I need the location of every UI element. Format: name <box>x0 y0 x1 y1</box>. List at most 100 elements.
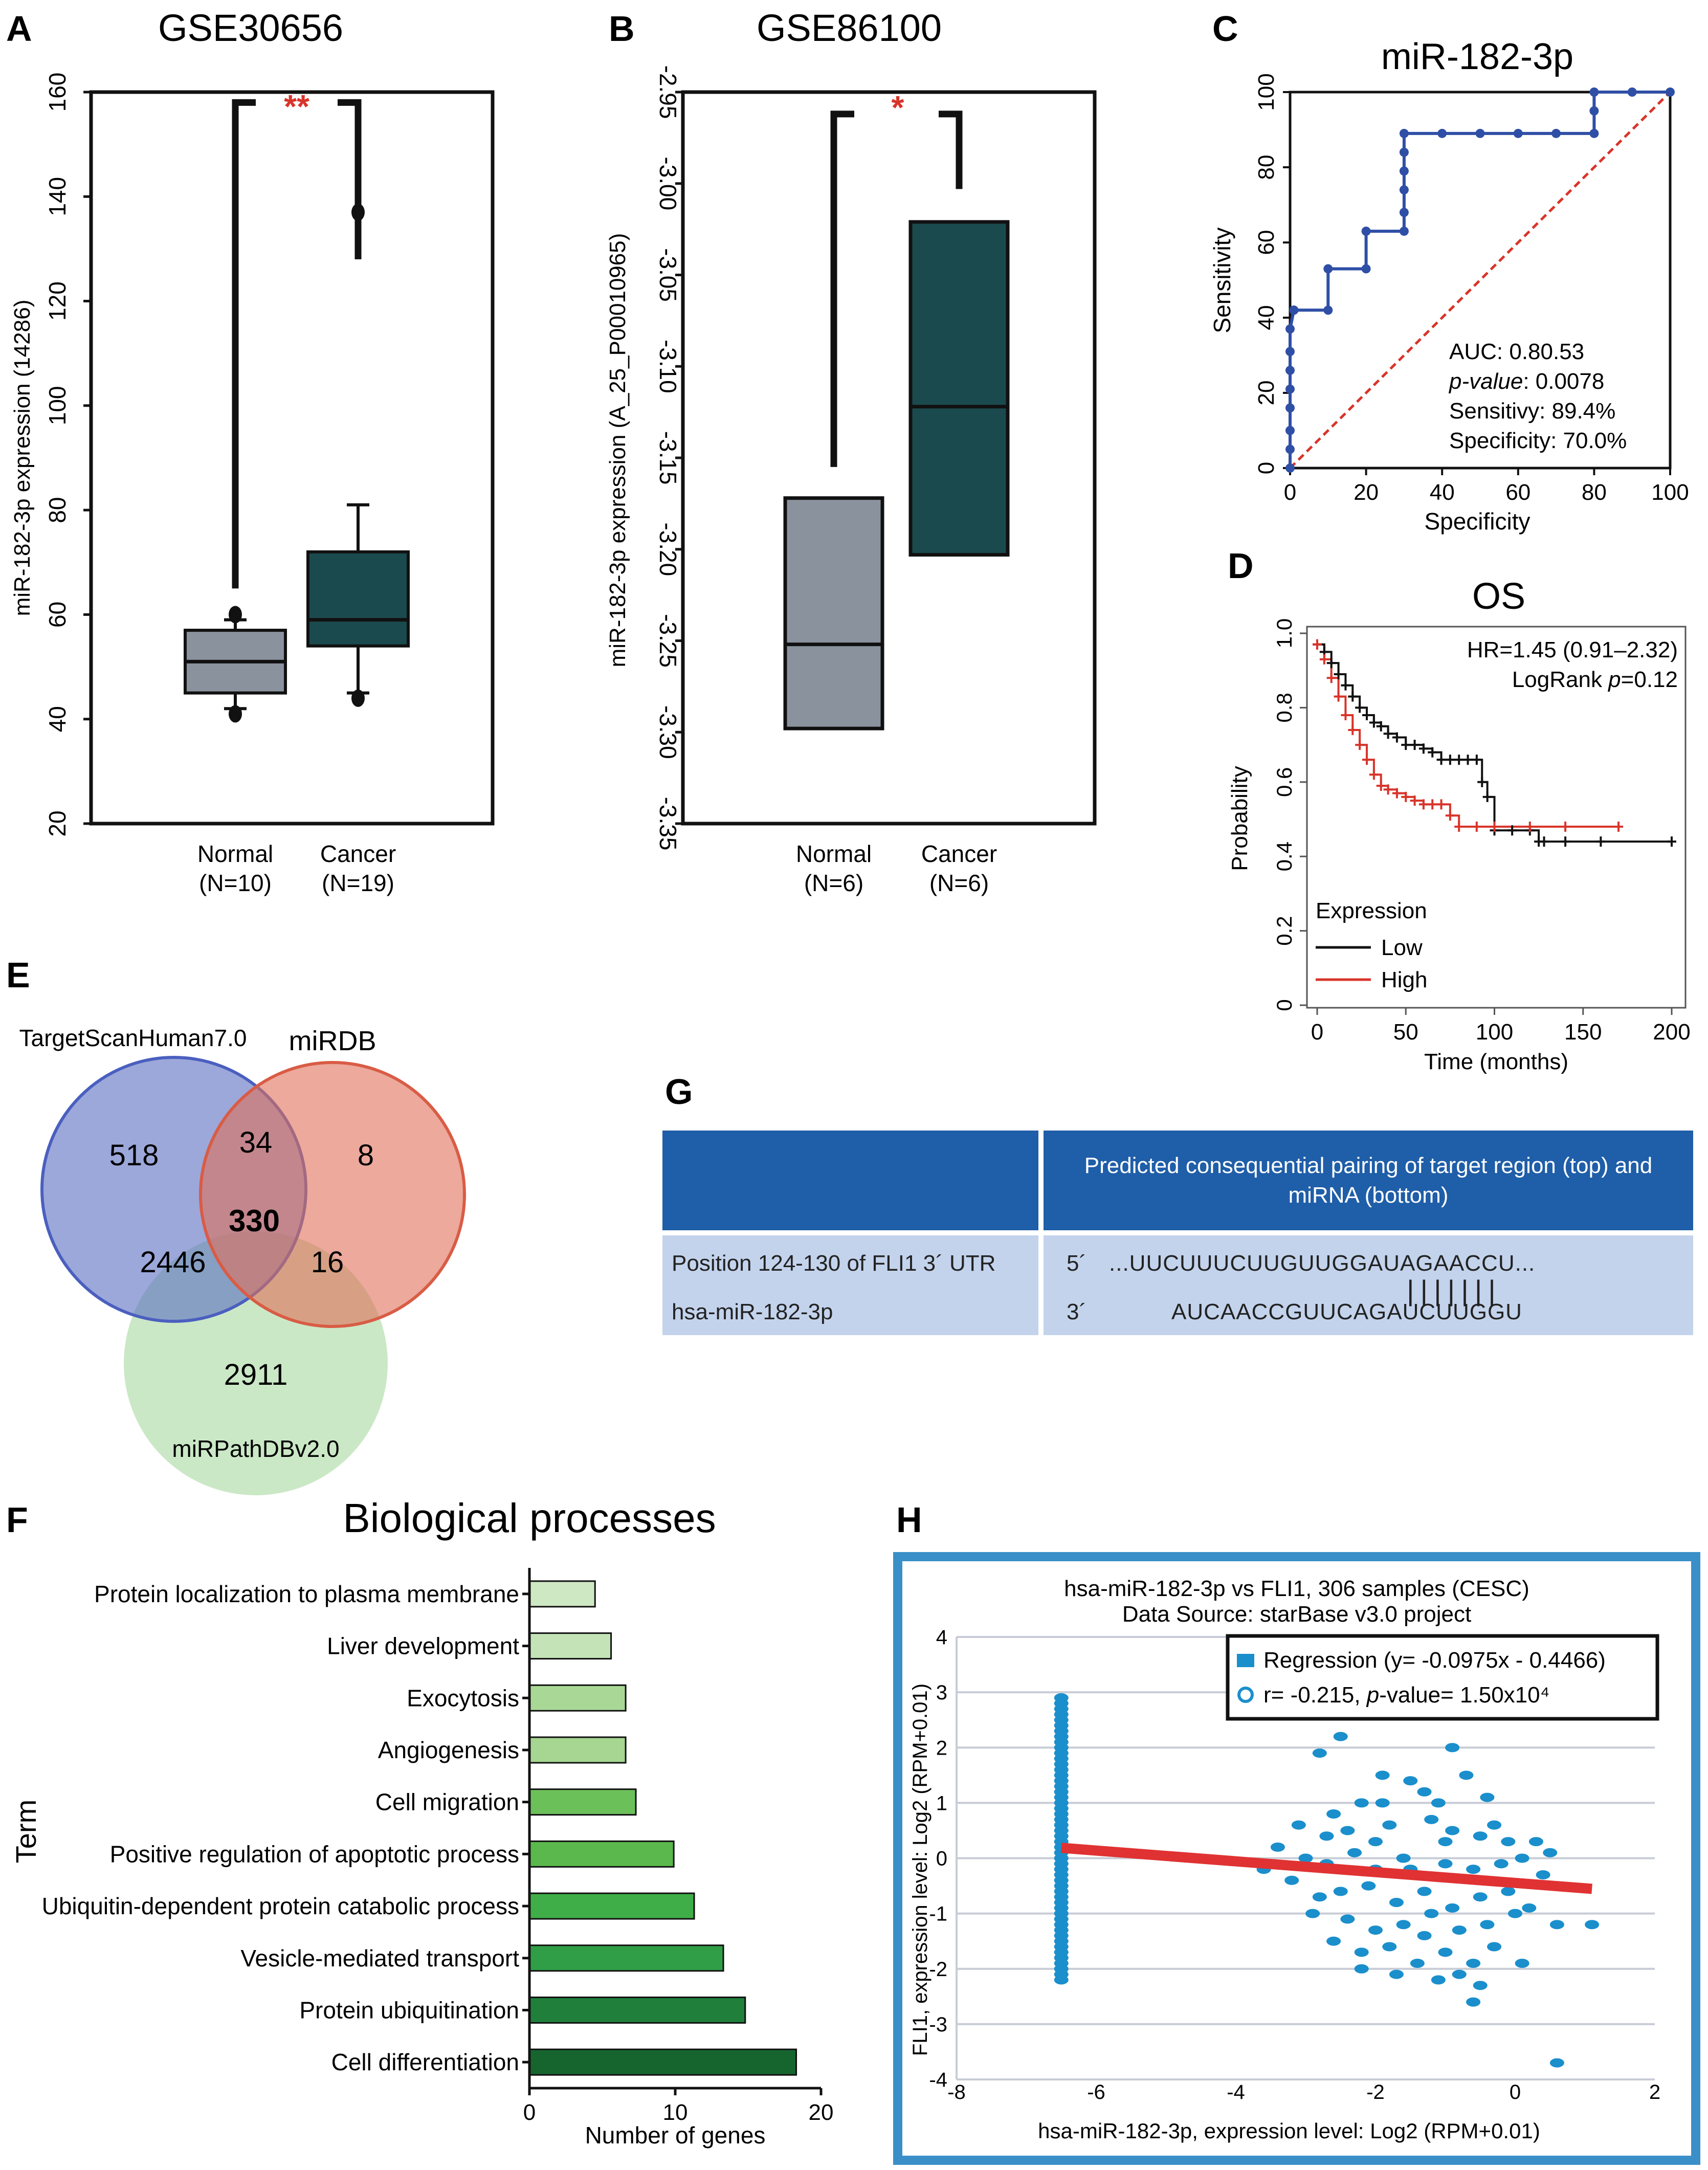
panel-letter-h: H <box>896 1500 922 1540</box>
panel-c-auc: AUC: 0.80.53 <box>1449 339 1584 364</box>
table-pairing-marks: ||||||| <box>1407 1274 1502 1307</box>
panel-c-y-tick-label: 60 <box>1254 230 1279 255</box>
panel-h-point <box>1291 1820 1306 1830</box>
panel-c-roc-point <box>1399 226 1409 236</box>
panel-h-y-tick-label: -3 <box>929 2013 947 2036</box>
panel-a-y-tick-label: 120 <box>44 281 71 321</box>
panel-d-x-axis-label: Time (months) <box>1424 1049 1568 1074</box>
panel-h-point <box>1298 1853 1313 1863</box>
panel-c-roc-point <box>1285 365 1295 375</box>
panel-c-frame <box>1289 91 1672 470</box>
panel-c-roc-point <box>1399 128 1409 138</box>
panel-d-legend-title: Expression <box>1316 898 1427 923</box>
panel-h-point <box>1494 1859 1509 1869</box>
panel-h-point <box>1368 1837 1383 1847</box>
panel-f: F Biological processes Term Protein loca… <box>6 1495 833 2149</box>
panel-f-category-label: Positive regulation of apoptotic process <box>110 1841 519 1867</box>
panel-b-y-tick-label: -3.10 <box>655 340 681 393</box>
table-mirna-label: hsa-miR-182-3p <box>672 1299 833 1324</box>
panel-b-x-labels: Normal (N=6) Cancer (N=6) <box>796 840 997 896</box>
panel-f-x-axis-label: Number of genes <box>585 2122 766 2149</box>
panel-h-point <box>1326 1936 1341 1946</box>
panel-h-point <box>1354 1798 1369 1808</box>
panel-h-x-tick-label: -8 <box>947 2081 966 2103</box>
panel-c-pvalue-value: : 0.0078 <box>1523 369 1604 394</box>
panel-b-y-tick-label: -3.25 <box>655 614 681 668</box>
panel-a-significance-bracket <box>232 99 362 589</box>
panel-f-category-label: Protein ubiquitination <box>299 1997 519 2023</box>
panel-c-x-tick-label: 20 <box>1354 480 1379 505</box>
panel-d: D OS 0 50 100 150 200 0 0.2 0.4 0.6 0.8 1.0 HR=1.4… <box>1227 546 1691 1074</box>
panel-h-point <box>1445 1743 1460 1753</box>
panel-c-roc-point <box>1323 305 1333 315</box>
panel-h-legend-r-text: r= -0.215, <box>1263 1682 1367 1708</box>
panel-h-point <box>1438 1859 1453 1869</box>
panel-d-x-tick-label: 50 <box>1393 1020 1418 1045</box>
venn-count-mirdb-only: 8 <box>358 1139 374 1172</box>
panel-f-bar <box>528 1736 627 1764</box>
panel-b-frame <box>681 90 1097 826</box>
panel-b-y-tick-label: -3.35 <box>655 797 681 851</box>
table-row-left: Position 124-130 of FLI1 3´ UTR hsa-miR-… <box>662 1235 1038 1335</box>
panel-h-point <box>1528 1837 1543 1847</box>
panel-c-pvalue: p-value: 0.0078 <box>1448 369 1604 394</box>
panel-d-y-tick-label: 0.2 <box>1272 916 1296 945</box>
panel-h-point <box>1417 1887 1432 1896</box>
panel-h-point <box>1382 1820 1397 1830</box>
panel-h-legend-regression: Regression (y= -0.0975x - 0.4466) <box>1263 1648 1606 1673</box>
panel-f-category-label: Ubiquitin-dependent protein catabolic pr… <box>42 1893 519 1919</box>
panel-f-x-tick-label: 0 <box>523 2100 536 2125</box>
panel-h-title: hsa-miR-182-3p vs FLI1, 306 samples (CES… <box>1064 1576 1529 1601</box>
venn-label-mirdb: miRDB <box>289 1026 376 1056</box>
panel-h-point <box>1466 1958 1481 1968</box>
panel-b-y-tick-label: -3.20 <box>655 522 681 576</box>
panel-c-roc-point <box>1399 147 1409 157</box>
panel-f-x-tick-label: 20 <box>809 2100 834 2125</box>
panel-d-logrank-p: p <box>1607 667 1621 692</box>
panel-a-outlier <box>351 689 365 707</box>
panel-h-legend-r: r= -0.215, p-value= 1.50x10⁴ <box>1263 1682 1550 1708</box>
panel-b-y-tick-label: -3.00 <box>655 157 681 210</box>
panel-a-y-tick-label: 160 <box>44 73 71 112</box>
panel-h-x-tick-label: -6 <box>1087 2081 1105 2103</box>
panel-b-x-label-n: (N=6) <box>929 870 989 896</box>
panel-h-y-tick-label: 4 <box>936 1626 947 1649</box>
panel-f-category-label: Protein localization to plasma membrane <box>94 1581 519 1607</box>
panel-d-hazard-ratio: HR=1.45 (0.91–2.32) <box>1467 637 1678 662</box>
panel-h-point <box>1508 1909 1522 1918</box>
panel-h-point <box>1431 1798 1446 1808</box>
panel-h-point <box>1340 1914 1355 1924</box>
panel-c-sensitivity: Sensitivy: 89.4% <box>1449 398 1615 424</box>
venn-label-mirpathdb: miRPathDBv2.0 <box>172 1435 339 1462</box>
panel-letter-f: F <box>6 1500 28 1540</box>
panel-h-point <box>1326 1809 1341 1819</box>
panel-c-roc-point <box>1666 87 1675 97</box>
panel-h-y-tick-label: -1 <box>929 1903 947 1925</box>
panel-h-point <box>1445 1826 1460 1835</box>
panel-letter-b: B <box>609 9 635 49</box>
panel-f-x-tick-label: 10 <box>663 2100 688 2125</box>
panel-b-box-cancer <box>908 220 1010 557</box>
panel-f-y-axis-label: Term <box>10 1800 42 1863</box>
panel-c-roc-point <box>1437 128 1447 138</box>
panel-h-point <box>1354 1964 1369 1974</box>
panel-a-x-label-n: (N=10) <box>199 870 272 896</box>
panel-h-point <box>1417 1931 1432 1940</box>
panel-h-x-tick-label: -4 <box>1227 2081 1245 2103</box>
panel-c-roc-point <box>1285 347 1295 357</box>
panel-h-point <box>1375 1798 1390 1808</box>
panel-h-point <box>1375 1770 1390 1780</box>
panel-letter-d: D <box>1228 546 1254 586</box>
panel-f-category-label: Liver development <box>327 1633 519 1659</box>
panel-h-point <box>1389 1969 1404 1979</box>
panel-h-point <box>1480 1792 1495 1802</box>
panel-h-point <box>1305 1909 1320 1918</box>
panel-h-point <box>1417 1787 1432 1797</box>
panel-letter-c: C <box>1212 9 1238 49</box>
panel-f-bar <box>528 1580 596 1608</box>
panel-c-roc-point <box>1627 87 1637 97</box>
panel-b-box-normal <box>783 496 884 730</box>
panel-h-point <box>1361 1881 1376 1891</box>
panel-d-legend-low: Low <box>1381 935 1423 960</box>
